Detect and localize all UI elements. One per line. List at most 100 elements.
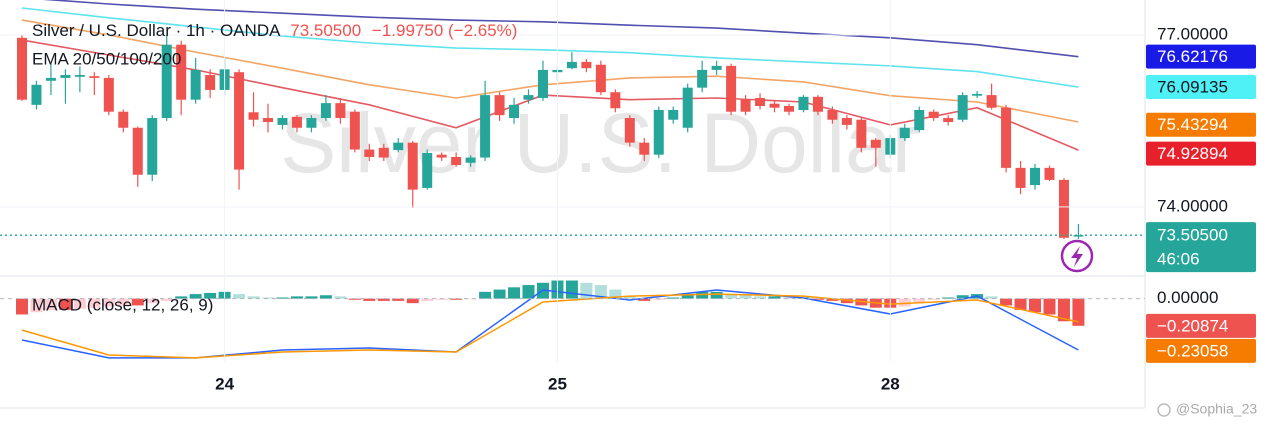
- histogram-bar: [782, 297, 795, 299]
- histogram-bar: [233, 294, 246, 299]
- candle-body: [349, 111, 360, 150]
- candle-body: [783, 105, 794, 112]
- price-tag-label: 76.09135: [1157, 77, 1228, 96]
- candle-body: [234, 72, 245, 170]
- candle-body: [31, 84, 42, 105]
- histogram-bar: [262, 297, 275, 299]
- histogram-bar: [1043, 298, 1056, 315]
- candle-body: [610, 92, 621, 109]
- histogram-bar: [450, 298, 463, 300]
- price-tag: [1146, 112, 1256, 137]
- candle-body: [972, 93, 983, 96]
- candle-body: [595, 64, 606, 93]
- histogram-bar: [102, 298, 115, 307]
- histogram-bar: [493, 289, 506, 299]
- candle-body: [711, 65, 722, 70]
- histogram-bar: [580, 282, 593, 299]
- candle-body: [1015, 167, 1026, 188]
- last-price-tag-label: 73.50500: [1157, 226, 1228, 245]
- histogram-bar: [508, 287, 521, 299]
- candle-body: [740, 99, 751, 112]
- histogram-bar: [319, 295, 332, 299]
- histogram-bar: [522, 285, 535, 299]
- macd-tag: [1146, 338, 1256, 363]
- candle-body: [147, 118, 158, 175]
- histogram-bar: [276, 297, 289, 299]
- histogram-bar: [59, 298, 72, 310]
- candle-body: [1044, 167, 1055, 180]
- histogram-bar: [175, 296, 188, 299]
- price-tag-label: 74.92894: [1157, 144, 1228, 163]
- candle-body: [465, 157, 476, 163]
- candle-body: [581, 61, 592, 69]
- histogram-bar: [985, 296, 998, 299]
- histogram-bar: [898, 298, 911, 307]
- candle-body: [378, 147, 389, 158]
- candle-body: [537, 69, 548, 98]
- histogram-bar: [247, 296, 260, 299]
- y-tick-label: 0.00000: [1157, 288, 1218, 307]
- macd-tag-label: −0.20874: [1157, 316, 1228, 335]
- price-tag: [1146, 44, 1256, 69]
- histogram-bar: [290, 296, 303, 299]
- histogram-bar: [305, 296, 318, 299]
- candle-body: [827, 110, 838, 120]
- candle-body: [943, 118, 954, 123]
- histogram-bar: [146, 298, 159, 304]
- candle-body: [176, 44, 187, 100]
- histogram-bar: [406, 298, 419, 304]
- histogram-bar: [754, 296, 767, 299]
- price-tag-label: 76.62176: [1157, 47, 1228, 66]
- histogram-bar: [1057, 298, 1070, 322]
- last-price: 73.50500: [290, 21, 361, 40]
- candle-body: [103, 77, 114, 112]
- indicator-legend: EMA 20/50/100/200: [32, 49, 181, 68]
- legend-header: Silver / U.S. Dollar · 1h · OANDA 73.505…: [32, 21, 517, 40]
- histogram-bar: [204, 292, 217, 299]
- candle-body: [798, 96, 809, 110]
- candle-body: [422, 152, 433, 188]
- histogram-bar: [652, 298, 665, 300]
- price-tag: [1146, 141, 1256, 166]
- candle-body: [407, 142, 418, 190]
- candle-body: [769, 103, 780, 108]
- candle-body: [118, 111, 129, 128]
- histogram-bar: [956, 295, 969, 299]
- histogram-bar: [725, 294, 738, 299]
- histogram-bar: [840, 298, 853, 304]
- alert-icon[interactable]: [1060, 239, 1094, 273]
- x-tick-label: 28: [881, 374, 900, 393]
- candle-body: [480, 95, 491, 158]
- candle-body: [653, 110, 664, 155]
- credit: @Sophia_23: [1176, 401, 1257, 417]
- histogram-bar: [15, 298, 28, 315]
- candle-body: [1058, 179, 1069, 238]
- candle-body: [364, 149, 375, 157]
- candle-body: [248, 112, 259, 120]
- histogram-bar: [565, 280, 578, 299]
- candle-body: [161, 44, 172, 119]
- countdown: 46:06: [1157, 250, 1200, 269]
- histogram-bar: [88, 298, 101, 308]
- y-tick-label: 74.00000: [1157, 196, 1228, 215]
- candle-body: [277, 118, 288, 125]
- watermark: Silver U.S. Dollar: [280, 96, 919, 190]
- candle-body: [1030, 167, 1041, 186]
- histogram-bar: [826, 298, 839, 301]
- candle-body: [856, 119, 867, 148]
- histogram-bar: [421, 298, 434, 301]
- candle-body: [755, 97, 766, 106]
- histogram-bar: [189, 294, 202, 299]
- candle-body: [523, 95, 534, 100]
- histogram-bar: [479, 291, 492, 299]
- histogram-bar: [1014, 298, 1027, 310]
- candle-body: [335, 103, 346, 119]
- candle-body: [16, 37, 27, 100]
- histogram-bar: [942, 297, 955, 299]
- candle-body: [393, 142, 404, 151]
- histogram-bar: [638, 298, 651, 301]
- histogram-bar: [1072, 298, 1085, 326]
- candle-body: [45, 77, 56, 81]
